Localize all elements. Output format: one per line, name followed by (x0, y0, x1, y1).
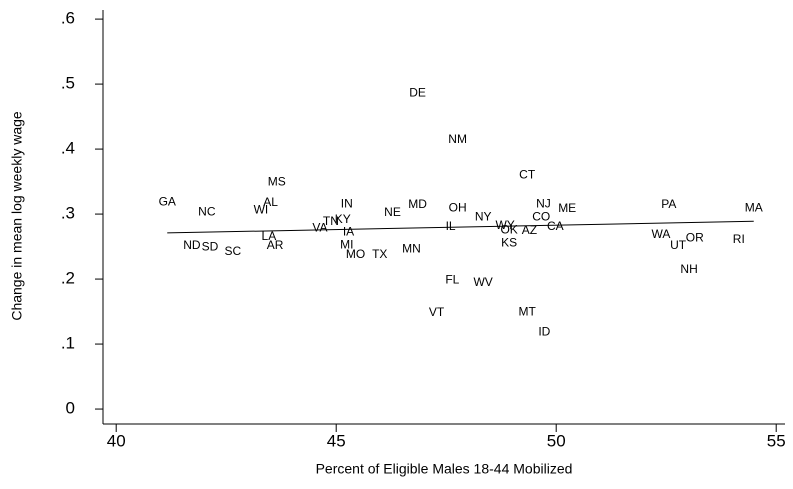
y-tick-label: 0 (66, 399, 75, 418)
point-label: MN (402, 241, 421, 255)
point-label: MA (745, 200, 763, 214)
point-label: WI (254, 202, 269, 216)
y-tick-label: .5 (61, 74, 75, 93)
point-label: DE (409, 85, 426, 99)
point-label: PA (661, 197, 676, 211)
x-tick-label: 45 (327, 431, 346, 450)
point-label: SC (224, 244, 241, 258)
point-label: AL (263, 195, 278, 209)
point-label: WA (651, 227, 670, 241)
point-label: MO (346, 247, 365, 261)
point-label: OH (449, 200, 467, 214)
point-label: NE (384, 205, 401, 219)
x-axis-label: Percent of Eligible Males 18-44 Mobilize… (316, 461, 573, 477)
point-label: GA (159, 195, 176, 209)
point-label: IA (343, 224, 354, 238)
y-tick-label: .6 (61, 9, 75, 28)
point-label: CA (547, 219, 564, 233)
point-label: MD (408, 197, 427, 211)
point-label: CO (532, 209, 550, 223)
y-tick-label: .3 (61, 204, 75, 223)
x-tick-label: 55 (767, 431, 786, 450)
point-label: WV (473, 275, 492, 289)
point-label: NH (680, 262, 697, 276)
point-label: IL (446, 219, 456, 233)
point-label: MI (340, 237, 353, 251)
y-axis-label: Change in mean log weekly wage (9, 111, 25, 321)
point-label: KS (501, 235, 517, 249)
point-label: CT (519, 167, 536, 181)
point-label: LA (262, 229, 277, 243)
point-label: AR (267, 238, 284, 252)
point-label: RI (733, 232, 745, 246)
point-label: VT (429, 305, 445, 319)
point-label: NY (475, 209, 492, 223)
point-label: TX (372, 247, 387, 261)
point-label: MT (518, 304, 536, 318)
point-label: WY (495, 218, 514, 232)
point-label: SD (202, 239, 219, 253)
x-tick-label: 50 (547, 431, 566, 450)
y-tick-label: .2 (61, 269, 75, 288)
point-label: KY (335, 212, 351, 226)
point-label: FL (445, 273, 459, 287)
point-label: OR (686, 230, 704, 244)
point-label: UT (670, 238, 687, 252)
point-label: OK (500, 222, 517, 236)
point-label: ID (538, 325, 550, 339)
point-label: AZ (522, 223, 537, 237)
point-label: ME (558, 201, 576, 215)
y-tick-label: .1 (61, 334, 75, 353)
fit-line (167, 220, 754, 234)
point-label: NM (448, 132, 467, 146)
point-label: NC (198, 204, 216, 218)
point-label: ND (183, 238, 201, 252)
point-label: MS (268, 174, 286, 188)
x-tick-label: 40 (107, 431, 126, 450)
point-label: VA (312, 221, 327, 235)
y-tick-label: .4 (61, 139, 75, 158)
point-label: IN (341, 196, 353, 210)
point-label: NJ (536, 196, 551, 210)
point-label: TN (323, 214, 339, 228)
